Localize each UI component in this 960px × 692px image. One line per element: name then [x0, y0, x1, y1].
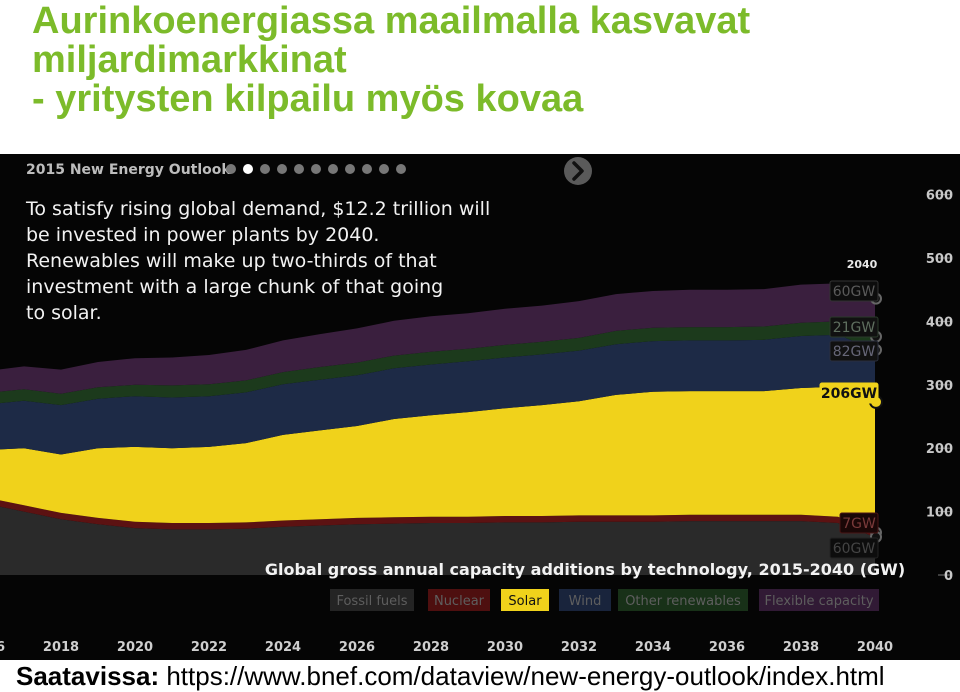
area-solar	[0, 386, 875, 533]
pager-dot[interactable]	[379, 164, 389, 174]
pager-dot[interactable]	[328, 164, 338, 174]
chart-title: Global gross annual capacity additions b…	[265, 560, 905, 579]
description-line: to solar.	[26, 302, 102, 324]
callout-label: 206GW	[821, 386, 877, 402]
y-tick-label: 200	[926, 442, 953, 457]
area-fossil-fuels	[0, 506, 875, 575]
title-line-1: Aurinkoenergiassa maailmalla kasvavat	[32, 0, 751, 42]
title-line-3: - yritysten kilpailu myös kovaa	[32, 78, 584, 120]
legend-item-wind[interactable]	[559, 589, 611, 611]
y-tick-label: 300	[926, 379, 953, 394]
panel-heading: 2015 New Energy Outlook	[26, 162, 231, 178]
stacked-area-chart: 0 100 200 300 400 500 600 60GW 21GW 82GW 206GW 7GW 6…	[0, 157, 953, 655]
callout-label: 21GW	[833, 320, 876, 336]
pager-dot[interactable]	[226, 164, 236, 174]
callout-label: 60GW	[833, 541, 876, 557]
description-line: To satisfy rising global demand, $12.2 t…	[25, 198, 490, 220]
x-tick-label: 2024	[265, 640, 301, 655]
x-tick-label: 2034	[635, 640, 671, 655]
legend-item-nuclear[interactable]	[428, 589, 490, 611]
year-marker: 2040	[847, 258, 878, 271]
x-tick-label: 2032	[561, 640, 597, 655]
callout-box	[829, 316, 879, 338]
legend-item-other-renewables[interactable]	[618, 589, 748, 611]
legend-item-solar[interactable]	[501, 589, 549, 611]
y-tick-label: 100	[926, 506, 953, 521]
x-tick-label: 2018	[43, 640, 79, 655]
pager-dot[interactable]	[311, 164, 321, 174]
description-line: be invested in power plants by 2040.	[26, 224, 379, 246]
callout-box	[829, 340, 879, 362]
legend-label[interactable]: Flexible capacity	[764, 594, 873, 609]
x-tick-label: 2028	[413, 640, 449, 655]
callout-box	[829, 537, 879, 559]
x-tick-label: 2040	[857, 640, 893, 655]
legend-item-fossil-fuels[interactable]	[330, 589, 414, 611]
callout-label: 60GW	[833, 284, 876, 300]
source-label: Saatavissa:	[16, 661, 160, 691]
pager-dot[interactable]	[396, 164, 406, 174]
x-tick-label: 2020	[117, 640, 153, 655]
description-line: Renewables will make up two-thirds of th…	[26, 250, 437, 272]
source-line: Saatavissa: https://www.bnef.com/datavie…	[16, 660, 956, 692]
area-other-renewables	[0, 321, 875, 406]
legend-item-flexible-capacity[interactable]	[759, 589, 879, 611]
callout-label: 7GW	[842, 516, 876, 532]
pager-dot[interactable]	[294, 164, 304, 174]
pager-dot[interactable]	[277, 164, 287, 174]
pager-dot[interactable]	[345, 164, 355, 174]
legend-label[interactable]: Fossil fuels	[336, 594, 407, 609]
x-tick-label: 2026	[339, 640, 375, 655]
pager-dot[interactable]	[362, 164, 372, 174]
description-line: investment with a large chunk of that go…	[26, 276, 443, 298]
callout-box	[839, 512, 879, 534]
x-tick-label: 2038	[783, 640, 819, 655]
area-wind	[0, 334, 875, 455]
pager-dot[interactable]	[243, 164, 253, 174]
chevron-right-icon	[572, 161, 584, 181]
callout-label: 82GW	[833, 344, 876, 360]
title-line-2: miljardimarkkinat	[32, 39, 347, 81]
y-tick-label: 500	[926, 252, 953, 267]
callout-box	[819, 382, 879, 404]
legend-label[interactable]: Solar	[508, 594, 542, 609]
y-tick-label: 400	[926, 315, 953, 330]
legend-label[interactable]: Other renewables	[625, 594, 741, 609]
callout-box	[829, 280, 879, 302]
y-tick-label: 0	[944, 569, 953, 584]
area-flexible-capacity	[0, 283, 875, 394]
next-button[interactable]	[564, 157, 592, 185]
legend-label[interactable]: Wind	[569, 594, 602, 609]
slide-title: Aurinkoenergiassa maailmalla kasvavat mi…	[32, 2, 750, 119]
pager-dot[interactable]	[260, 164, 270, 174]
area-nuclear	[0, 500, 875, 537]
legend-label[interactable]: Nuclear	[434, 594, 485, 609]
x-tick-label: 2016	[0, 640, 5, 655]
x-tick-label: 2036	[709, 640, 745, 655]
x-tick-label: 2030	[487, 640, 523, 655]
chart-panel: 0 100 200 300 400 500 600 60GW 21GW 82GW 206GW 7GW 6…	[0, 154, 960, 660]
source-url[interactable]: https://www.bnef.com/dataview/new-energy…	[166, 661, 885, 691]
y-tick-label: 600	[926, 189, 953, 204]
x-tick-label: 2022	[191, 640, 227, 655]
